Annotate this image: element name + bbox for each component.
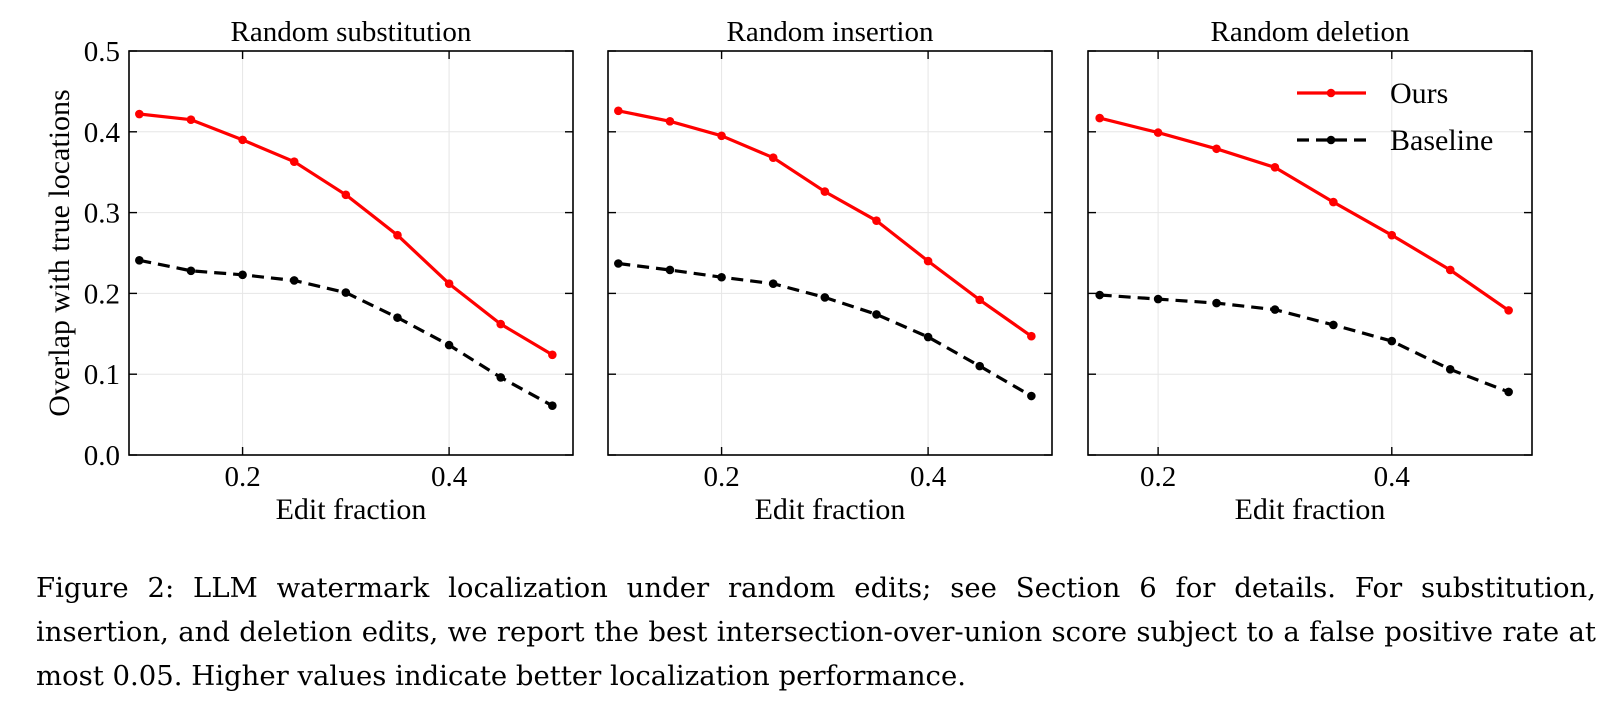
- legend-label-baseline: Baseline: [1390, 124, 1493, 157]
- legend-marker-baseline: [1326, 135, 1336, 145]
- data-point-ours: [444, 279, 454, 289]
- data-point-baseline: [444, 340, 454, 350]
- data-point-ours: [186, 115, 196, 124]
- y-tick-label: 0.5: [84, 36, 120, 68]
- data-point-ours: [1329, 197, 1338, 207]
- series-line-ours: [617, 109, 1033, 338]
- data-point-baseline: [135, 255, 144, 265]
- data-point-baseline: [1270, 305, 1280, 314]
- data-point-ours: [393, 230, 402, 240]
- data-point-ours: [496, 319, 506, 329]
- chart-panel-1: 0.2 0.4 0.0 0.1 0.2 0.3 0.4 0.5 Random substitut…: [43, 16, 574, 526]
- x-tick-label: 0.4: [910, 461, 947, 493]
- data-point-baseline: [1387, 336, 1397, 346]
- series-line-baseline: [1099, 293, 1510, 394]
- y-axis-label: Overlap with true locations: [43, 89, 76, 416]
- chart-title: Random insertion: [726, 16, 934, 48]
- data-point-baseline: [923, 332, 933, 342]
- y-tick-label: 0.1: [84, 359, 120, 391]
- data-point-ours: [548, 350, 557, 360]
- data-point-ours: [1212, 144, 1221, 154]
- data-point-ours: [923, 256, 933, 266]
- data-point-ours: [820, 187, 830, 196]
- data-point-ours: [1095, 113, 1104, 123]
- y-tick-label: 0.3: [84, 198, 120, 230]
- chart-title: Random substitution: [231, 16, 472, 48]
- x-tick-label: 0.2: [1140, 461, 1176, 493]
- data-point-ours: [975, 295, 985, 305]
- data-point-baseline: [975, 361, 985, 371]
- data-point-ours: [341, 190, 351, 200]
- figure-chart: 0.2 0.4 0.0 0.1 0.2 0.3 0.4 0.5 Random substitut…: [43, 16, 1533, 526]
- x-tick-label: 0.2: [224, 461, 260, 493]
- y-tick-label: 0.4: [84, 117, 121, 149]
- legend-marker-ours: [1326, 88, 1336, 98]
- data-point-baseline: [872, 310, 881, 319]
- series-line-ours: [139, 112, 554, 357]
- data-point-ours: [1153, 128, 1163, 137]
- data-point-ours: [1270, 163, 1280, 172]
- chart-legend: Ours Baseline: [1297, 77, 1493, 157]
- figure-caption: Figure 2: LLM watermark localization und…: [36, 572, 1596, 692]
- chart-panel-2: 0.2 0.4 Random insertion Edit fraction: [607, 16, 1053, 526]
- chart-title: Random deletion: [1211, 16, 1410, 48]
- data-point-baseline: [496, 373, 506, 382]
- data-point-baseline: [768, 279, 778, 289]
- plot-frame: [607, 50, 1053, 456]
- plot-frame: [1087, 50, 1533, 456]
- data-point-baseline: [238, 270, 247, 280]
- x-axis-label: Edit fraction: [276, 493, 427, 526]
- series-line-baseline: [618, 261, 1033, 398]
- data-point-baseline: [1504, 387, 1513, 397]
- y-tick-label: 0.0: [84, 440, 120, 472]
- data-point-ours: [238, 135, 247, 145]
- x-tick-label: 0.4: [1374, 461, 1411, 493]
- data-point-baseline: [1153, 294, 1163, 304]
- data-point-ours: [872, 216, 881, 225]
- data-point-ours: [1504, 306, 1513, 315]
- data-point-baseline: [548, 401, 557, 411]
- series-line-baseline: [138, 258, 554, 408]
- data-point-baseline: [393, 313, 402, 322]
- data-point-baseline: [717, 272, 726, 282]
- data-point-ours: [135, 109, 144, 119]
- data-point-ours: [1027, 331, 1036, 341]
- y-tick-label: 0.2: [84, 278, 120, 310]
- data-point-ours: [614, 106, 623, 116]
- data-point-ours: [768, 153, 778, 162]
- data-point-baseline: [186, 266, 196, 276]
- data-point-ours: [665, 116, 675, 126]
- x-tick-label: 0.2: [703, 461, 739, 493]
- data-point-baseline: [665, 265, 675, 275]
- data-point-baseline: [1095, 290, 1104, 300]
- data-point-ours: [1445, 265, 1455, 275]
- data-point-ours: [717, 131, 726, 141]
- chart-panel-3: 0.2 0.4 Random deletion Edit fraction Ours Ba…: [1087, 16, 1533, 526]
- data-point-ours: [1387, 230, 1397, 240]
- data-point-baseline: [820, 293, 830, 302]
- data-point-baseline: [289, 276, 299, 285]
- data-point-baseline: [341, 288, 351, 297]
- data-point-baseline: [1212, 298, 1221, 308]
- data-point-baseline: [1027, 391, 1036, 401]
- x-axis-label: Edit fraction: [1235, 493, 1386, 526]
- data-point-baseline: [1445, 365, 1455, 374]
- x-axis-label: Edit fraction: [755, 493, 906, 526]
- legend-label-ours: Ours: [1390, 77, 1448, 110]
- x-tick-label: 0.4: [431, 461, 468, 493]
- data-point-baseline: [614, 259, 623, 268]
- data-point-baseline: [1329, 320, 1338, 330]
- data-point-ours: [289, 157, 299, 166]
- plot-frame: [128, 50, 574, 456]
- series-line-ours: [1099, 116, 1510, 312]
